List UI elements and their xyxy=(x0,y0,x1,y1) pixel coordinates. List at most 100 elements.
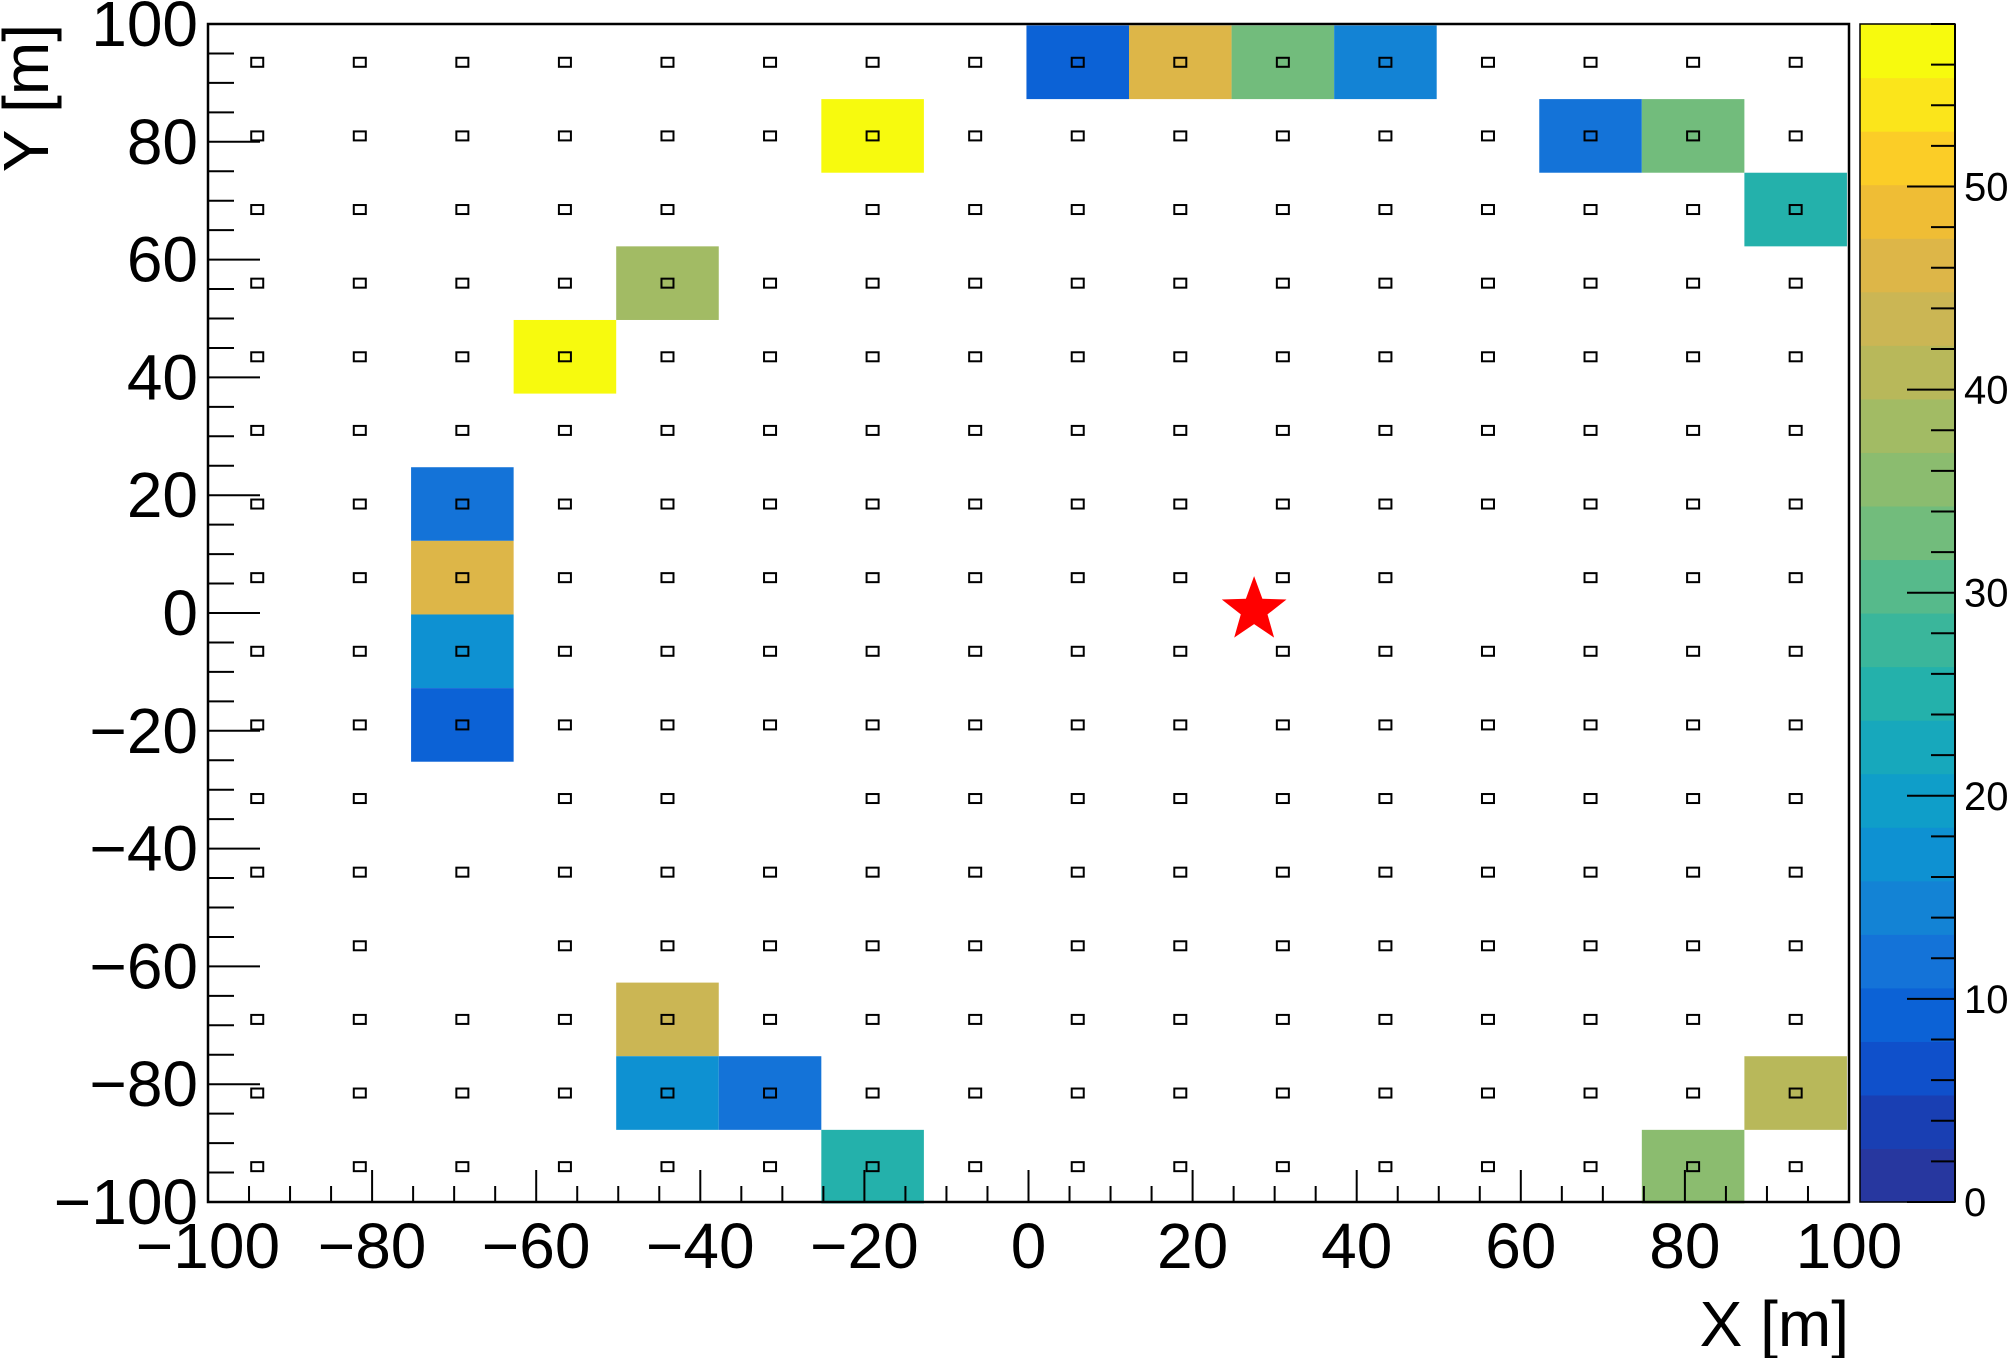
detector-square xyxy=(1378,1087,1393,1099)
detector-square xyxy=(968,645,983,657)
detector-square xyxy=(1788,1087,1803,1099)
heatmap-cell xyxy=(1231,25,1335,100)
detector-square xyxy=(1070,351,1085,363)
detector-square xyxy=(968,204,983,216)
detector-square xyxy=(455,204,470,216)
detector-square xyxy=(250,130,265,142)
detector-square xyxy=(1070,277,1085,289)
detector-square xyxy=(660,1087,675,1099)
detector-square xyxy=(865,866,880,878)
detector-square xyxy=(763,424,778,436)
detector-square xyxy=(557,1161,572,1173)
colorbar-level xyxy=(1860,184,1955,239)
heatmap-cell xyxy=(1641,99,1745,173)
detector-square xyxy=(352,56,367,68)
detector-square xyxy=(763,940,778,952)
detector-square xyxy=(557,1087,572,1099)
detector-square xyxy=(865,56,880,68)
detector-square xyxy=(865,645,880,657)
colorbar-level xyxy=(1860,773,1955,828)
detector-square xyxy=(865,572,880,584)
detector-square xyxy=(1583,719,1598,731)
detector-square xyxy=(1173,572,1188,584)
y-tick-label: −20 xyxy=(89,695,198,767)
detector-square xyxy=(455,866,470,878)
colorbar-tick-label: 20 xyxy=(1964,775,2009,819)
heatmap-cell xyxy=(821,99,924,173)
detector-square xyxy=(1070,719,1085,731)
detector-square xyxy=(1275,351,1290,363)
detector-square xyxy=(1686,1087,1701,1099)
detector-square xyxy=(1686,866,1701,878)
y-tick-labels: 100 80 60 40 20 0 −20 −40 −60 −80 −100 xyxy=(54,0,198,1238)
detector-square xyxy=(352,940,367,952)
detector-square xyxy=(250,351,265,363)
detector-square xyxy=(1275,1087,1290,1099)
colorbar-level xyxy=(1860,1148,1955,1203)
colorbar-level xyxy=(1860,1041,1955,1096)
colorbar-tick-label: 30 xyxy=(1964,572,2009,616)
detector-square xyxy=(763,351,778,363)
detector-square xyxy=(352,277,367,289)
detector-square xyxy=(352,719,367,731)
heatmap-cell xyxy=(411,467,514,541)
detector-square xyxy=(557,940,572,952)
colorbar-level xyxy=(1860,291,1955,346)
detector-square xyxy=(1788,940,1803,952)
detector-square xyxy=(968,56,983,68)
heatmap-cell xyxy=(411,614,514,689)
detector-square xyxy=(660,1161,675,1173)
detector-square xyxy=(1070,1013,1085,1025)
heatmap-cell xyxy=(821,1129,924,1204)
detector-square xyxy=(1686,940,1701,952)
detector-square xyxy=(557,572,572,584)
detector-square xyxy=(1583,1087,1598,1099)
detector-square xyxy=(1378,1013,1393,1025)
detector-square xyxy=(557,498,572,510)
detector-square xyxy=(352,1161,367,1173)
detector-square xyxy=(1583,351,1598,363)
detector-square xyxy=(1788,1013,1803,1025)
detector-square xyxy=(1378,424,1393,436)
detector-square xyxy=(1070,1087,1085,1099)
detector-square xyxy=(557,793,572,805)
heatmap-cell xyxy=(1744,1056,1847,1130)
detector-square xyxy=(660,204,675,216)
heatmap-cell xyxy=(411,688,514,762)
x-tick-label: −80 xyxy=(318,1210,427,1282)
y-tick-label: −60 xyxy=(89,930,198,1002)
detector-square xyxy=(1583,204,1598,216)
detector-square xyxy=(1378,866,1393,878)
heatmap-cell xyxy=(1129,25,1232,100)
detector-square xyxy=(1686,1161,1701,1173)
detector-square xyxy=(1686,498,1701,510)
detector-square xyxy=(1480,940,1495,952)
detector-square xyxy=(250,1013,265,1025)
detector-square xyxy=(1173,204,1188,216)
detector-square xyxy=(1583,866,1598,878)
detector-square xyxy=(1788,719,1803,731)
detector-square xyxy=(455,719,470,731)
detector-square xyxy=(250,424,265,436)
detector-square xyxy=(1173,645,1188,657)
x-tick-label: −60 xyxy=(482,1210,591,1282)
detector-square xyxy=(1275,204,1290,216)
detector-square xyxy=(1070,572,1085,584)
detector-square xyxy=(1173,1087,1188,1099)
detector-square xyxy=(1686,719,1701,731)
detector-square xyxy=(968,498,983,510)
detector-square xyxy=(1173,56,1188,68)
y-tick-label: 40 xyxy=(127,341,198,413)
detector-square xyxy=(763,277,778,289)
heatmap-cells xyxy=(411,25,1847,1204)
detector-square xyxy=(763,719,778,731)
colorbar-level xyxy=(1860,666,1955,721)
detector-square xyxy=(1686,793,1701,805)
detector-square xyxy=(1070,866,1085,878)
detector-square xyxy=(968,424,983,436)
detector-square xyxy=(763,572,778,584)
colorbar-tick-label: 50 xyxy=(1964,165,2009,209)
colorbar-level xyxy=(1860,398,1955,453)
detector-square xyxy=(660,719,675,731)
colorbar-level xyxy=(1860,24,1955,79)
